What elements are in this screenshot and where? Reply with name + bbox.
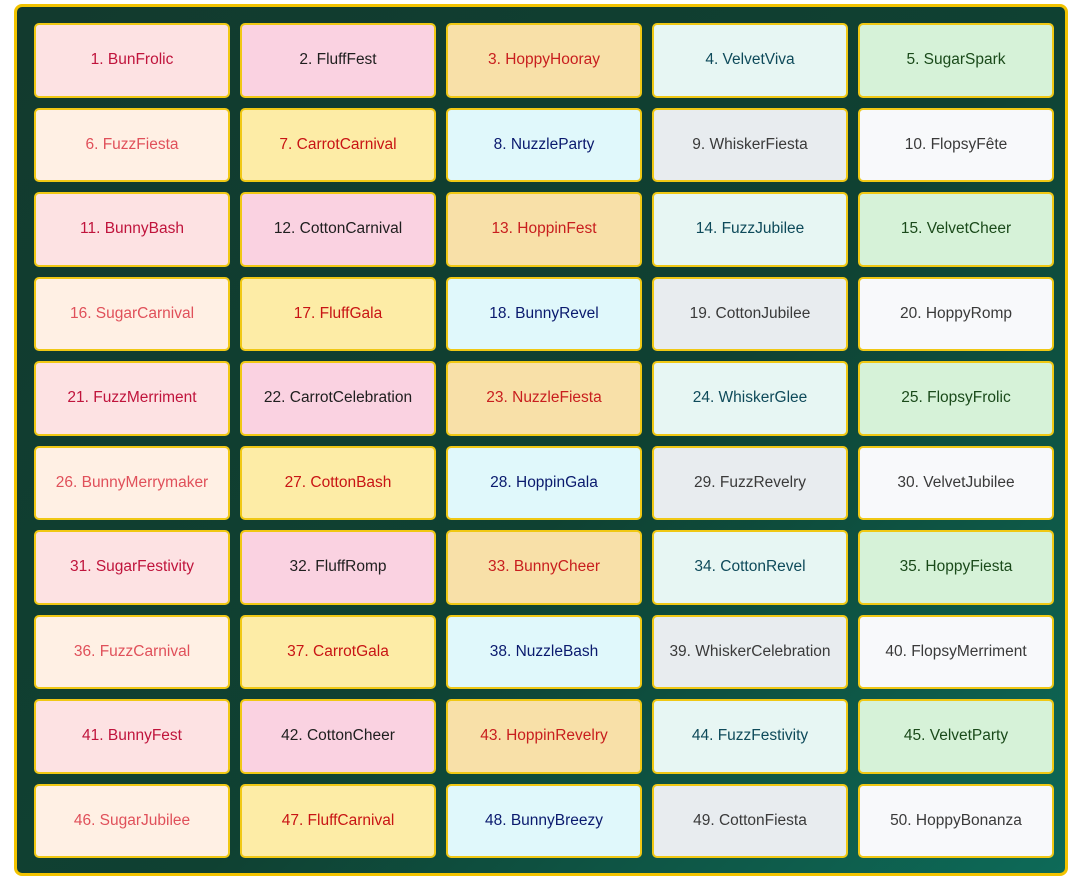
name-card[interactable]: 1. BunFrolic — [34, 23, 230, 98]
name-card[interactable]: 45. VelvetParty — [858, 699, 1054, 774]
name-card[interactable]: 33. BunnyCheer — [446, 530, 642, 605]
name-card[interactable]: 9. WhiskerFiesta — [652, 107, 848, 182]
name-card[interactable]: 28. HoppinGala — [446, 445, 642, 520]
name-card[interactable]: 27. CottonBash — [240, 445, 436, 520]
name-card[interactable]: 2. FluffFest — [240, 23, 436, 98]
name-card[interactable]: 41. BunnyFest — [34, 699, 230, 774]
name-card[interactable]: 10. FlopsyFête — [858, 107, 1054, 182]
name-card[interactable]: 8. NuzzleParty — [446, 107, 642, 182]
name-card[interactable]: 26. BunnyMerrymaker — [34, 445, 230, 520]
name-card[interactable]: 11. BunnyBash — [34, 192, 230, 267]
name-card[interactable]: 48. BunnyBreezy — [446, 783, 642, 858]
name-card[interactable]: 36. FuzzCarnival — [34, 614, 230, 689]
name-card[interactable]: 31. SugarFestivity — [34, 530, 230, 605]
name-card[interactable]: 34. CottonRevel — [652, 530, 848, 605]
name-card[interactable]: 46. SugarJubilee — [34, 783, 230, 858]
name-card[interactable]: 22. CarrotCelebration — [240, 361, 436, 436]
name-card[interactable]: 16. SugarCarnival — [34, 276, 230, 351]
name-card[interactable]: 21. FuzzMerriment — [34, 361, 230, 436]
name-card[interactable]: 50. HoppyBonanza — [858, 783, 1054, 858]
name-card[interactable]: 42. CottonCheer — [240, 699, 436, 774]
name-card[interactable]: 37. CarrotGala — [240, 614, 436, 689]
name-card[interactable]: 14. FuzzJubilee — [652, 192, 848, 267]
name-card[interactable]: 35. HoppyFiesta — [858, 530, 1054, 605]
name-card[interactable]: 29. FuzzRevelry — [652, 445, 848, 520]
name-card[interactable]: 32. FluffRomp — [240, 530, 436, 605]
name-card[interactable]: 18. BunnyRevel — [446, 276, 642, 351]
name-card[interactable]: 49. CottonFiesta — [652, 783, 848, 858]
name-card[interactable]: 6. FuzzFiesta — [34, 107, 230, 182]
name-card[interactable]: 7. CarrotCarnival — [240, 107, 436, 182]
name-card[interactable]: 19. CottonJubilee — [652, 276, 848, 351]
name-card[interactable]: 13. HoppinFest — [446, 192, 642, 267]
name-card[interactable]: 24. WhiskerGlee — [652, 361, 848, 436]
party-name-board: 1. BunFrolic 2. FluffFest 3. HoppyHooray 4.… — [14, 4, 1068, 876]
name-card[interactable]: 17. FluffGala — [240, 276, 436, 351]
name-card[interactable]: 4. VelvetViva — [652, 23, 848, 98]
name-card[interactable]: 23. NuzzleFiesta — [446, 361, 642, 436]
name-card[interactable]: 12. CottonCarnival — [240, 192, 436, 267]
name-card[interactable]: 20. HoppyRomp — [858, 276, 1054, 351]
name-card[interactable]: 40. FlopsyMerriment — [858, 614, 1054, 689]
name-card[interactable]: 5. SugarSpark — [858, 23, 1054, 98]
name-card[interactable]: 38. NuzzleBash — [446, 614, 642, 689]
name-card[interactable]: 30. VelvetJubilee — [858, 445, 1054, 520]
name-card[interactable]: 39. WhiskerCelebration — [652, 614, 848, 689]
name-card[interactable]: 3. HoppyHooray — [446, 23, 642, 98]
name-card[interactable]: 47. FluffCarnival — [240, 783, 436, 858]
party-name-grid: 1. BunFrolic 2. FluffFest 3. HoppyHooray 4.… — [34, 23, 1054, 858]
name-card[interactable]: 25. FlopsyFrolic — [858, 361, 1054, 436]
name-card[interactable]: 44. FuzzFestivity — [652, 699, 848, 774]
name-card[interactable]: 15. VelvetCheer — [858, 192, 1054, 267]
name-card[interactable]: 43. HoppinRevelry — [446, 699, 642, 774]
